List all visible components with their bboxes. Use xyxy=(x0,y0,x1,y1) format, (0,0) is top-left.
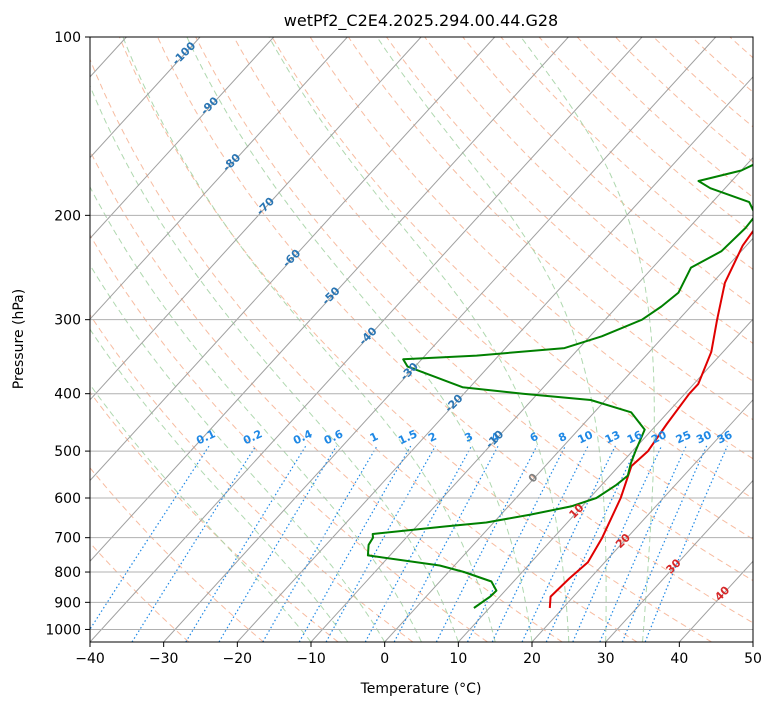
dry-adiabat xyxy=(157,37,753,624)
mixing-ratio-line xyxy=(218,445,338,642)
x-tick-label: −40 xyxy=(75,651,105,667)
x-tick-label: −20 xyxy=(223,651,253,667)
dry-adiabat xyxy=(90,149,563,642)
mixing-ratio-line xyxy=(599,445,687,642)
x-tick-label: 10 xyxy=(449,651,467,667)
dewpoint-profile xyxy=(366,163,753,609)
mixing-ratio-label: 16 xyxy=(625,428,645,446)
x-tick-label: 0 xyxy=(380,651,389,667)
moist-adiabat xyxy=(90,84,459,642)
mixing-ratio-line xyxy=(131,445,257,642)
y-tick-label: 200 xyxy=(54,208,81,224)
mixing-ratio-label: 20 xyxy=(649,428,669,446)
x-tick-label: 20 xyxy=(523,651,541,667)
moist-adiabat xyxy=(268,37,570,642)
dry-adiabat xyxy=(90,314,414,642)
mixing-ratio-line xyxy=(466,445,566,642)
chart-title: wetPf2_C2E4.2025.294.00.44.G28 xyxy=(284,11,558,31)
x-axis-label: Temperature (°C) xyxy=(360,681,482,697)
temperature-profile xyxy=(548,229,753,609)
dry-adiabat xyxy=(233,37,753,540)
y-tick-label: 400 xyxy=(54,387,81,403)
y-tick-label: 700 xyxy=(54,531,81,547)
y-tick-label: 500 xyxy=(54,444,81,460)
mixing-ratio-line xyxy=(262,445,378,642)
mixing-ratio-label: 36 xyxy=(715,428,735,446)
mixing-ratio-label: 25 xyxy=(674,428,693,446)
moist-adiabat xyxy=(90,328,349,642)
x-tick-label: −10 xyxy=(296,651,326,667)
mixing-ratio-line xyxy=(491,445,589,642)
moist-adiabat xyxy=(376,37,607,642)
mixing-ratio-label: 13 xyxy=(603,428,622,446)
dry-adiabat xyxy=(118,37,712,642)
y-tick-label: 100 xyxy=(54,30,81,46)
x-axis-ticks: −40 −30 −20 −10 0 10 20 30 40 50 xyxy=(75,642,762,667)
skewed-isotherm xyxy=(90,37,643,642)
skewed-isotherm xyxy=(605,479,753,642)
skewed-isotherm xyxy=(90,37,422,401)
mixing-ratio-line xyxy=(90,445,210,631)
plot-frame xyxy=(89,36,754,643)
skewed-isotherm xyxy=(531,399,753,642)
dry-adiabat xyxy=(195,37,753,582)
dry-adiabat xyxy=(271,37,753,500)
skewed-isotherm xyxy=(90,37,569,563)
skewed-isotherm xyxy=(310,156,753,642)
y-axis-label: Pressure (hPa) xyxy=(11,289,27,389)
skewed-isotherm xyxy=(90,37,496,482)
y-tick-label: 900 xyxy=(54,595,81,611)
y-tick-label: 600 xyxy=(54,491,81,507)
y-tick-label: 1000 xyxy=(45,622,81,638)
x-tick-label: 50 xyxy=(744,651,762,667)
skewed-isotherm xyxy=(384,237,753,642)
mixing-ratio-line xyxy=(185,445,307,642)
y-tick-label: 800 xyxy=(54,565,81,581)
skewed-isotherm xyxy=(163,37,717,642)
dry-adiabat xyxy=(500,37,753,271)
moist-adiabat xyxy=(186,37,533,642)
dry-adiabat xyxy=(576,37,753,198)
mixing-ratio-line xyxy=(325,445,437,642)
sounding-series xyxy=(366,163,753,609)
moist-adiabat xyxy=(90,185,422,642)
skewed-isotherm xyxy=(457,318,753,642)
dry-adiabat xyxy=(347,37,753,421)
moist-adiabat xyxy=(520,37,655,642)
mixing-ratio-line xyxy=(435,445,538,642)
moist-adiabat xyxy=(90,264,386,642)
skewed-isotherm xyxy=(236,76,753,642)
y-axis-ticks: 100 200 300 400 500 600 700 800 900 1000 xyxy=(45,30,90,638)
y-tick-label: 300 xyxy=(54,313,81,329)
skewed-isotherm xyxy=(90,37,201,159)
x-tick-label: −30 xyxy=(149,651,179,667)
mixing-ratio-label: 10 xyxy=(576,428,596,446)
moist-adiabat xyxy=(122,37,496,642)
skewed-isotherm xyxy=(90,37,275,240)
skewed-isotherm xyxy=(90,37,348,320)
dry-adiabat xyxy=(538,37,753,234)
dry-adiabat xyxy=(424,37,753,344)
dry-adiabat xyxy=(386,37,753,382)
mixing-ratio-line xyxy=(621,445,708,642)
x-tick-label: 40 xyxy=(670,651,688,667)
x-tick-label: 30 xyxy=(597,651,615,667)
background-lines xyxy=(90,37,753,642)
mixing-ratio-label: 30 xyxy=(694,428,714,446)
